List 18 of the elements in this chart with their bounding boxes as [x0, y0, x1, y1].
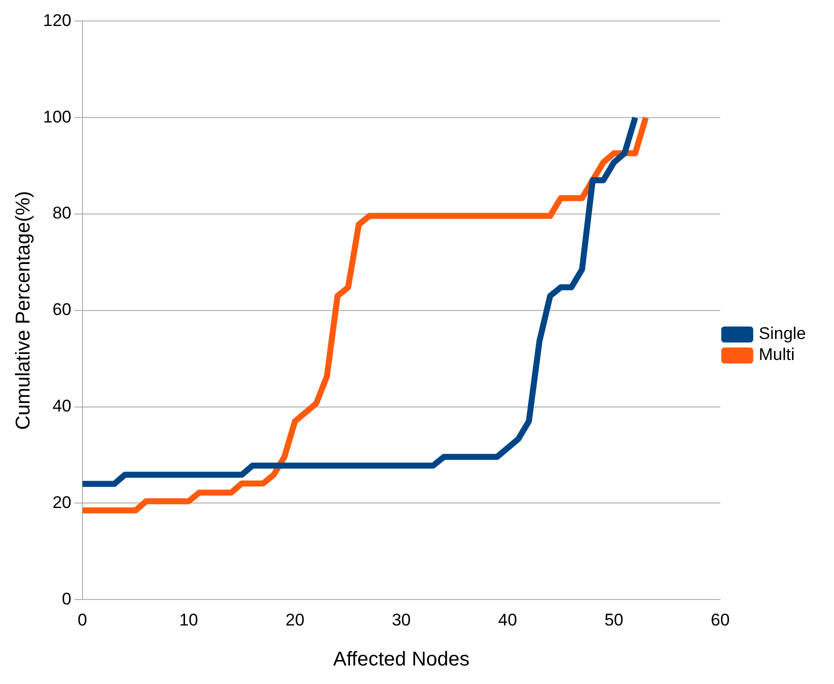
x-tick-label: 60 [710, 610, 730, 630]
x-tick-label: 20 [286, 610, 304, 630]
y-tick-label: 20 [52, 492, 72, 512]
x-tick-label: 10 [179, 610, 198, 630]
y-tick-label: 100 [42, 107, 72, 126]
legend-label: Multi [758, 345, 795, 364]
y-tick-label: 80 [52, 204, 72, 223]
x-axis-title: Affected Nodes [333, 648, 470, 671]
x-tick-label: 30 [392, 610, 411, 630]
legend-label: Single [758, 324, 806, 344]
y-tick-label: 40 [52, 396, 72, 416]
y-tick-label: 0 [62, 589, 72, 608]
x-tick-label: 0 [78, 610, 88, 630]
y-axis-title: Cumulative Percentage(%) [12, 190, 35, 430]
y-tick-label: 60 [52, 300, 72, 320]
x-tick-label: 50 [604, 610, 624, 630]
y-tick-label: 120 [42, 10, 72, 30]
x-tick-label: 40 [498, 610, 518, 630]
